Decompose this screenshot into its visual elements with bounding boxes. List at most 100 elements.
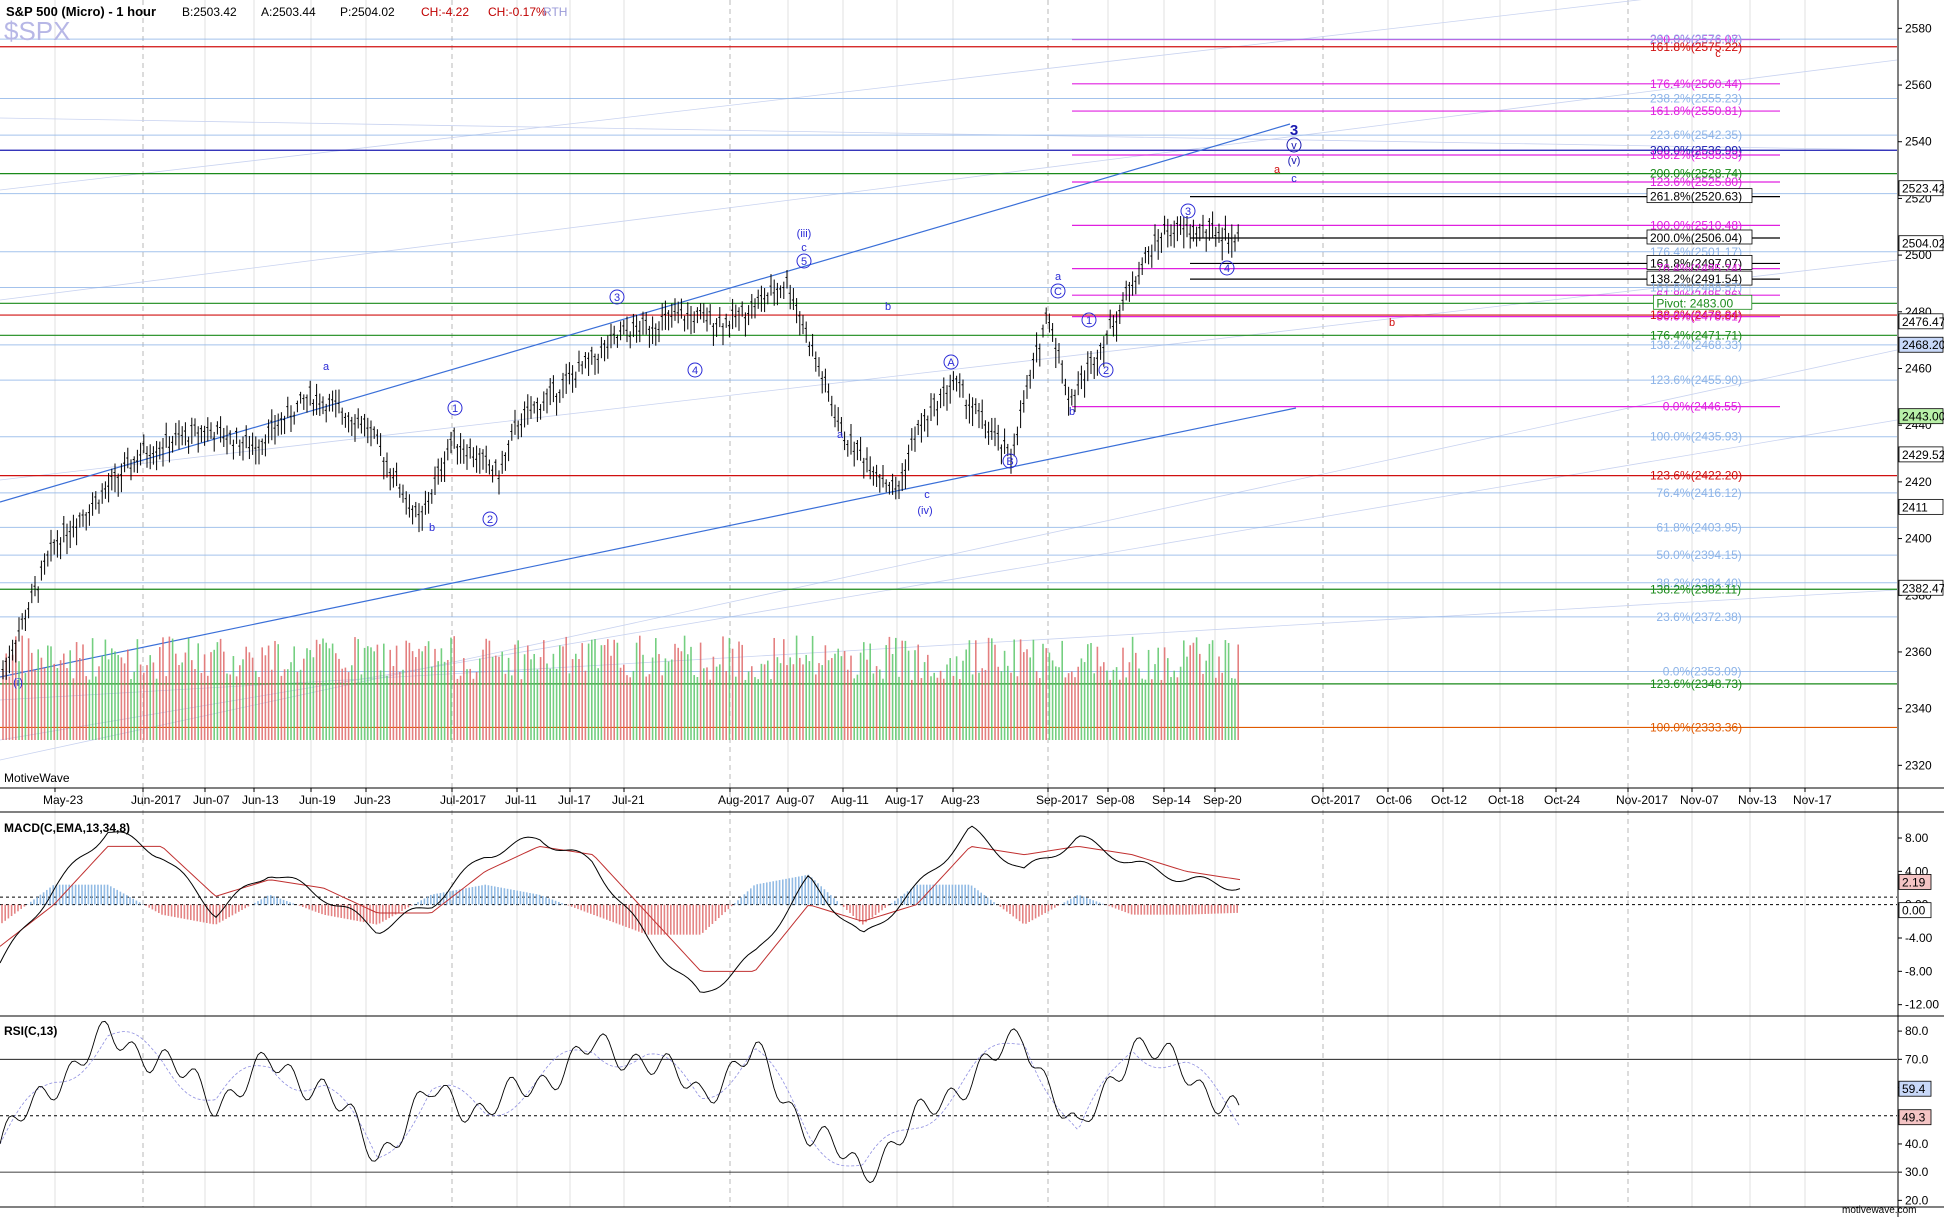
y-tick-label: 2340 xyxy=(1905,702,1932,716)
rsi-y-tick-label: 80.0 xyxy=(1905,1024,1929,1038)
x-tick-label: Aug-07 xyxy=(776,793,815,807)
rsi-y-tick-label: 40.0 xyxy=(1905,1137,1929,1151)
fib-level-label: 200.0%(2528.74) xyxy=(1650,167,1742,181)
trend-lines xyxy=(0,123,1297,678)
fib-level-label: 138.2%(2478.84) xyxy=(1650,308,1742,322)
bid-readout: B:2503.42 xyxy=(182,5,237,19)
wave-label: c xyxy=(1291,173,1297,185)
fib-level-label: 176.4%(2471.71) xyxy=(1650,328,1742,342)
wave-label: c xyxy=(1715,48,1721,60)
wave-label: 2 xyxy=(487,514,493,526)
wave-label: C xyxy=(1054,286,1062,298)
x-tick-label: Nov-2017 xyxy=(1616,793,1668,807)
macd-line xyxy=(0,825,1241,993)
wave-label: (v) xyxy=(1288,155,1301,167)
wave-label: (iii) xyxy=(797,228,812,240)
fib-level-label: 38.2%(2384.40) xyxy=(1656,576,1741,590)
wave-label-circle xyxy=(1081,312,1097,328)
wave-label: A xyxy=(947,357,955,369)
fib-level-label: 123.6%(2422.20) xyxy=(1650,469,1742,483)
guide-line xyxy=(0,117,1898,151)
rsi-price-label: 59.4 xyxy=(1902,1082,1926,1096)
wave-label: a xyxy=(1055,271,1062,283)
macd-panel xyxy=(0,825,1897,993)
fib-level-label: 23.6%(2372.38) xyxy=(1656,610,1741,624)
wave-label: 3 xyxy=(1290,122,1298,139)
fib-level-label: 100.0%(2333.36) xyxy=(1650,720,1742,734)
macd-price-label: 2.19 xyxy=(1902,875,1926,889)
fib-level-label: 200.0%(2576.07) xyxy=(1650,32,1742,46)
fib-level-label: 300.0%(2536.99) xyxy=(1650,143,1742,157)
fib-level-label: 138.2%(2468.33) xyxy=(1650,338,1742,352)
y-tick-label: 2540 xyxy=(1905,135,1932,149)
price-label-box xyxy=(1898,446,1944,463)
fib-level-label: 100.0%(2510.48) xyxy=(1650,218,1742,232)
fib-level-labels: 200.0%(2576.07)261.8%(2576.18)161.8%(257… xyxy=(1646,32,1753,734)
fib-level-box xyxy=(1646,270,1753,286)
grid xyxy=(0,0,1898,1207)
x-tick-label: Oct-2017 xyxy=(1311,793,1361,807)
wave-label: c xyxy=(801,242,807,254)
x-tick-label: Aug-2017 xyxy=(718,793,770,807)
wave-label: a xyxy=(1274,164,1281,176)
x-tick-label: Jul-2017 xyxy=(440,793,486,807)
wave-label: 2 xyxy=(1103,365,1109,377)
x-tick-label: Sep-2017 xyxy=(1036,793,1088,807)
symbol-watermark: $SPX xyxy=(4,16,71,46)
price-label: 2476.47 xyxy=(1902,315,1944,329)
rsi-y-tick-label: 70.0 xyxy=(1905,1052,1929,1066)
branding-url: motivewave.com xyxy=(1842,1205,1916,1216)
macd-price-label-box xyxy=(1898,874,1932,890)
wave-label: B xyxy=(1006,456,1013,468)
y-tick-label: 2420 xyxy=(1905,475,1932,489)
wave-label: 5 xyxy=(801,256,807,268)
rsi-line xyxy=(0,1020,1240,1184)
macd-y-tick-label: -12.00 xyxy=(1905,998,1939,1012)
price-bars xyxy=(1,211,1239,680)
fib-level-label: 161.8%(2497.07) xyxy=(1650,256,1742,270)
x-tick-label: Aug-23 xyxy=(941,793,980,807)
fib-level-label: 261.8%(2576.18) xyxy=(1650,32,1742,46)
x-tick-label: Jun-13 xyxy=(242,793,279,807)
fib-level-box xyxy=(1646,229,1753,245)
rsi-panel xyxy=(0,1020,1897,1184)
price-label-box xyxy=(1898,336,1944,353)
macd-y-tick-label: -4.00 xyxy=(1905,931,1933,945)
wave-label: 1 xyxy=(452,403,458,415)
fib-level-label: 176.4%(2560.44) xyxy=(1650,77,1742,91)
wave-label-circle xyxy=(1180,203,1196,219)
fib-level-label: 200.0%(2506.04) xyxy=(1650,231,1742,245)
chart-title: S&P 500 (Micro) - 1 hour xyxy=(6,4,156,19)
fib-level-label: 161.8%(2550.81) xyxy=(1650,104,1742,118)
guide-line xyxy=(0,0,1642,191)
macd-title: MACD(C,EMA,13,34,8) xyxy=(4,821,130,835)
x-tick-label: May-23 xyxy=(43,793,83,807)
guide-line xyxy=(0,59,1898,301)
price-label: 2468.20 xyxy=(1902,338,1944,352)
wave-label: c xyxy=(924,489,930,501)
y-tick-label: 2580 xyxy=(1905,21,1932,35)
fib-level-label: 50.0%(2394.15) xyxy=(1656,548,1741,562)
x-tick-label: Nov-07 xyxy=(1680,793,1719,807)
wave-label-circle xyxy=(447,400,463,416)
x-tick-label: Nov-13 xyxy=(1738,793,1777,807)
wave-label-circle xyxy=(1219,260,1235,276)
x-tick-label: Sep-08 xyxy=(1096,793,1135,807)
wave-label: b xyxy=(1389,317,1395,329)
fib-level-label: 50.0%(2478.31) xyxy=(1656,310,1741,324)
macd-signal-line xyxy=(0,845,1241,972)
x-tick-label: Sep-14 xyxy=(1152,793,1191,807)
wave-label: a xyxy=(323,361,330,373)
fib-level-label: 123.6%(2348.73) xyxy=(1650,677,1742,691)
fib-level-label: Pivot: 2483.00 xyxy=(1656,296,1733,310)
price-label-box xyxy=(1898,408,1944,425)
wave-label: b xyxy=(1069,406,1075,418)
macd-y-tick-label: 8.00 xyxy=(1905,831,1929,845)
wave-label-circle xyxy=(1002,453,1018,469)
macd-price-label: 0.00 xyxy=(1902,904,1926,918)
fib-level-label: 138.2%(2491.54) xyxy=(1650,272,1742,286)
price-readout: P:2504.02 xyxy=(340,5,395,19)
fib-level-label: 100.0%(2435.93) xyxy=(1650,430,1742,444)
